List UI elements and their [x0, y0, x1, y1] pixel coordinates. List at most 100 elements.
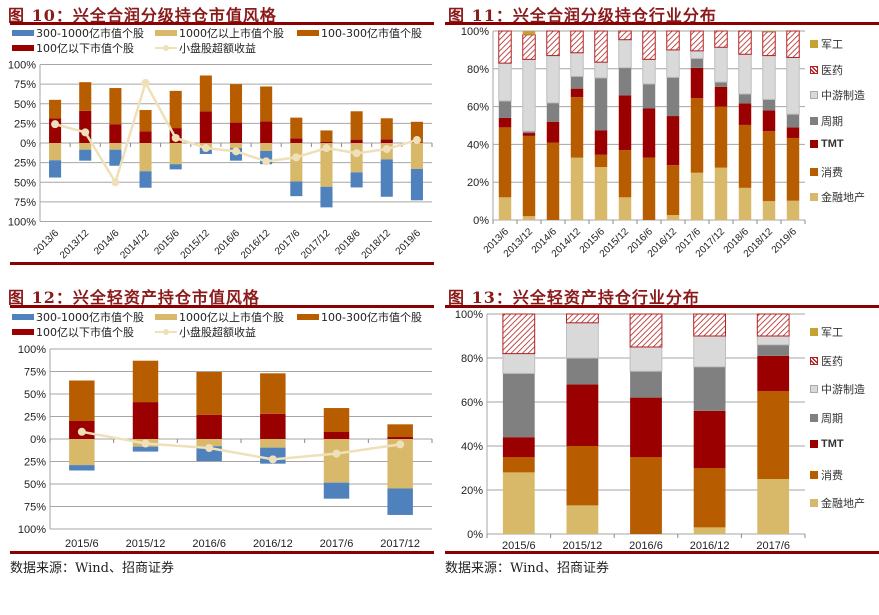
bar-consumer: [503, 457, 535, 472]
bar-300-1000: [290, 181, 302, 196]
bar-tmt: [595, 130, 607, 155]
bar-pharma: [571, 31, 583, 53]
bar-300-1000: [411, 169, 423, 200]
legend-item-cyclical: 周期: [810, 113, 843, 129]
y-tick-label: 25%: [24, 412, 46, 424]
bar-1000plus: [109, 143, 121, 150]
x-tick-label: 2018/12: [360, 228, 394, 262]
y-tick-label: 20%: [467, 177, 489, 189]
bar-under100: [324, 432, 349, 439]
bar-finance: [787, 201, 799, 220]
bar-finance: [763, 201, 775, 220]
x-tick-label: 2017/6: [273, 228, 303, 258]
line-point: [396, 440, 404, 448]
y-tick-label: 25%: [24, 457, 46, 469]
bar-consumer: [619, 150, 631, 197]
bar-300-1000: [324, 483, 349, 499]
line-point: [142, 440, 150, 448]
line-point: [232, 147, 240, 155]
bar-pharma: [694, 314, 726, 336]
bar-cyclical: [499, 101, 511, 118]
bar-1000plus: [49, 143, 61, 160]
line-point: [333, 450, 341, 458]
bar-cyclical: [595, 78, 607, 130]
line-point: [322, 144, 330, 152]
y-tick-label: 100%: [18, 524, 46, 536]
bar-tmt: [571, 89, 583, 98]
bar-consumer: [694, 468, 726, 527]
y-tick-label: 40%: [461, 441, 483, 453]
x-tick-label: 2016/6: [213, 228, 243, 258]
bar-300-1000: [109, 150, 121, 166]
legend-label: 1000亿以上市值个股: [179, 309, 284, 325]
bar-pharma: [630, 314, 662, 347]
bar-finance: [757, 479, 789, 534]
legend-item-military: 军工: [810, 324, 843, 340]
legend-item-300-1000: 300-1000亿市值个股: [12, 309, 144, 325]
x-tick-label: 2018/6: [333, 228, 363, 258]
legend-swatch: [810, 91, 818, 99]
x-tick-label: 2017/12: [380, 538, 420, 550]
x-tick-label: 2013/6: [32, 228, 62, 258]
bar-midstream: [694, 336, 726, 367]
legend-item-military: 军工: [810, 36, 843, 52]
legend-swatch: [810, 499, 818, 507]
bar-300-1000: [320, 187, 332, 208]
bar-midstream: [667, 50, 679, 77]
y-tick-label: 50%: [24, 389, 46, 401]
legend-label: 小盘股超额收益: [179, 40, 256, 56]
legend-label: 周期: [821, 113, 843, 129]
bar-pharma: [619, 31, 631, 40]
bar-1000plus: [260, 143, 272, 151]
fig13-source: 数据来源：Wind、招商证券: [445, 557, 609, 576]
legend-swatch: [810, 168, 818, 176]
legend-item-pharma: 医药: [810, 62, 843, 78]
x-tick-label: 2014/6: [92, 228, 122, 258]
legend-swatch: [810, 328, 818, 336]
bar-cyclical: [571, 76, 583, 88]
legend-swatch: [297, 314, 319, 320]
bar-under100: [140, 131, 152, 143]
bar-1000plus: [69, 439, 94, 465]
legend-item-consumer: 消费: [810, 164, 843, 180]
bar-100-300: [230, 84, 242, 122]
y-tick-label: 100%: [18, 344, 46, 356]
bar-1000plus: [324, 439, 349, 483]
legend-label: TMT: [821, 138, 844, 150]
bar-300-1000: [79, 150, 91, 161]
bar-300-1000: [351, 172, 363, 187]
bar-100-300: [69, 381, 94, 422]
bar-pharma: [715, 31, 727, 47]
bar-1000plus: [230, 143, 242, 148]
y-tick-label: 20%: [461, 485, 483, 497]
legend-swatch: [810, 471, 818, 479]
fig13-bottom-rule: [445, 551, 879, 554]
legend-swatch: [12, 314, 34, 320]
legend-label: 金融地产: [821, 189, 865, 205]
y-tick-label: 100%: [455, 309, 483, 321]
fig12-legend: 300-1000亿市值个股 1000亿以上市值个股 100-300亿市值个股 1…: [12, 309, 437, 341]
x-tick-label: 2015/12: [126, 538, 166, 550]
x-tick-label: 2015/6: [65, 538, 99, 550]
y-tick-label: 80%: [461, 353, 483, 365]
bar-100-300: [133, 361, 158, 402]
bar-tmt: [787, 127, 799, 138]
bar-300-1000: [170, 164, 182, 169]
legend-line-marker: [155, 328, 177, 336]
legend-item-midstream: 中游制造: [810, 87, 865, 103]
bar-under100: [387, 437, 412, 439]
bar-under100: [290, 138, 302, 143]
legend-item-1000plus: 1000亿以上市值个股: [155, 309, 284, 325]
bar-consumer: [763, 131, 775, 201]
bar-under100: [109, 124, 121, 143]
bar-100-300: [200, 75, 212, 111]
legend-swatch: [12, 329, 34, 335]
bar-100-300: [260, 373, 285, 414]
legend-label: 医药: [821, 353, 843, 369]
x-tick-label: 2016/12: [253, 538, 293, 550]
bar-100-300: [109, 88, 121, 124]
legend-item-midstream: 中游制造: [810, 381, 865, 397]
bar-midstream: [547, 56, 559, 103]
legend-item-300-1000: 300-1000亿市值个股: [12, 25, 144, 41]
bar-midstream: [595, 62, 607, 78]
